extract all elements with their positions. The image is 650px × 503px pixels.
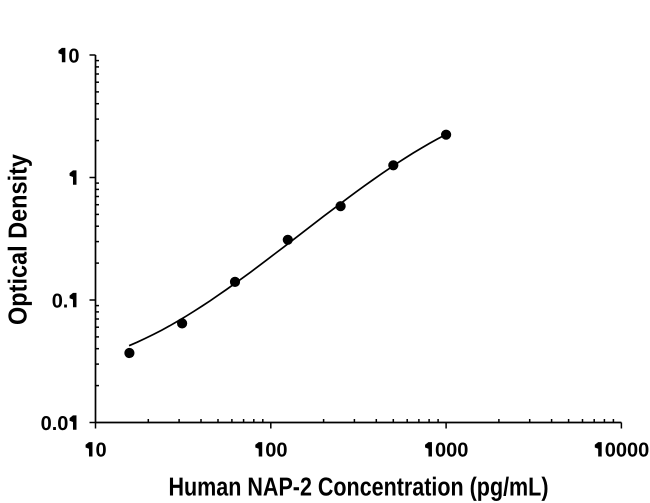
svg-text:Human NAP-2 Concentration (pg/: Human NAP-2 Concentration (pg/mL): [169, 471, 549, 501]
svg-text:0000: 0000: [605, 440, 650, 462]
svg-text:0: 0: [96, 440, 107, 462]
svg-text:000: 000: [435, 440, 468, 462]
svg-text:0: 0: [68, 45, 79, 67]
svg-text:0.0: 0.0: [41, 413, 69, 435]
svg-text:0.: 0.: [52, 290, 69, 312]
svg-text:Optical Density: Optical Density: [3, 154, 33, 325]
svg-text:00: 00: [265, 440, 287, 462]
